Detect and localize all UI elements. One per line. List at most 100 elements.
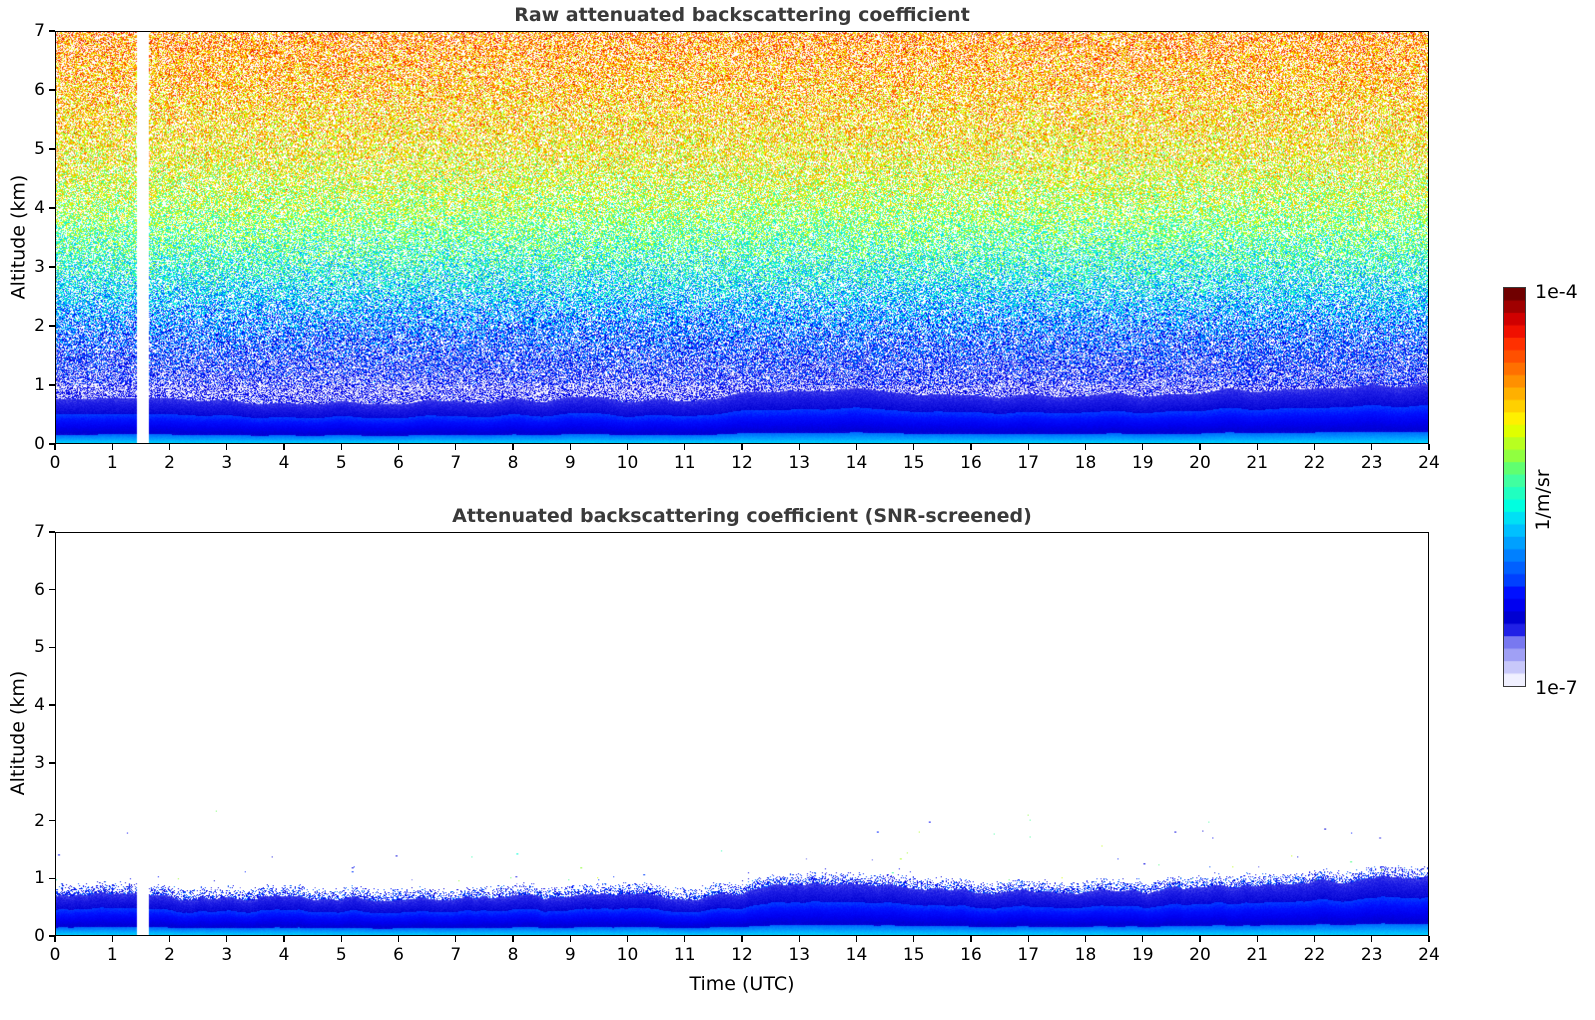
x-tick-label: 1 (106, 945, 118, 965)
x-tick-label: 8 (507, 945, 519, 965)
x-tick (54, 936, 56, 942)
y-tick-label: 5 (34, 637, 45, 658)
colorbar (1503, 287, 1526, 687)
x-tick-label: 15 (902, 453, 925, 473)
y-tick (49, 589, 55, 591)
x-tick (283, 444, 285, 450)
colorbar-unit-label: 1/m/sr (1532, 469, 1554, 531)
x-tick-label: 18 (1074, 945, 1097, 965)
y-tick-label: 3 (34, 257, 45, 277)
x-tick (397, 936, 400, 942)
y-tick (49, 148, 55, 150)
x-tick (1256, 936, 1258, 942)
x-tick-label: 5 (335, 453, 347, 473)
x-tick-label: 9 (564, 453, 576, 473)
heatmap-image-screened (56, 533, 1428, 935)
y-tick (49, 935, 55, 937)
y-tick-label: 1 (34, 868, 45, 889)
x-tick-label: 5 (335, 945, 347, 965)
x-tick (1142, 444, 1144, 450)
x-tick (455, 936, 457, 942)
x-tick-label: 9 (564, 945, 576, 965)
x-tick-label: 13 (788, 945, 811, 965)
y-tick (49, 646, 55, 649)
y-tick (49, 531, 55, 533)
colorbar-min-label: 1e-7 (1535, 677, 1578, 699)
x-tick (1142, 936, 1144, 942)
x-tick (111, 936, 113, 942)
y-tick-label: 4 (34, 198, 45, 218)
y-tick-label: 2 (34, 316, 45, 336)
x-tick (54, 444, 56, 450)
y-tick (49, 89, 55, 91)
x-tick (1027, 936, 1029, 942)
y-tick-label: 0 (34, 434, 45, 454)
x-tick (283, 936, 285, 942)
panel-title-raw: Raw attenuated backscattering coefficien… (514, 4, 970, 26)
y-tick-label: 3 (34, 752, 45, 773)
x-tick (855, 444, 858, 450)
x-tick (512, 936, 514, 942)
x-tick-label: 4 (278, 453, 290, 473)
x-tick (226, 936, 228, 942)
x-tick (913, 936, 915, 942)
x-tick (455, 444, 457, 450)
y-tick (49, 30, 55, 32)
x-tick-label: 2 (164, 453, 175, 473)
x-tick (111, 444, 113, 450)
x-tick-label: 22 (1303, 453, 1326, 473)
x-tick-label: 4 (278, 945, 290, 965)
x-tick-label: 15 (902, 945, 925, 965)
x-tick-label: 21 (1246, 453, 1269, 473)
colorbar-gradient (1503, 287, 1526, 687)
x-tick-label: 0 (49, 945, 61, 965)
x-tick (340, 444, 342, 450)
heatmap-panel-raw (55, 31, 1429, 444)
y-tick-label: 7 (34, 522, 45, 542)
x-tick-label: 0 (49, 453, 61, 473)
x-tick-label: 11 (673, 453, 696, 473)
x-tick-label: 7 (450, 453, 462, 473)
x-tick-label: 1 (106, 453, 118, 473)
x-tick (569, 444, 571, 450)
y-tick (49, 266, 55, 268)
x-tick (1084, 936, 1087, 942)
x-tick-label: 2 (164, 945, 175, 965)
x-tick (741, 936, 743, 942)
y-axis-label-raw: Altitude (km) (7, 174, 29, 299)
x-tick-label: 7 (450, 945, 462, 965)
x-tick (798, 444, 800, 450)
x-tick (913, 444, 915, 450)
x-tick (1313, 444, 1316, 450)
x-tick-label: 12 (731, 945, 753, 965)
x-tick-label: 6 (393, 453, 404, 473)
x-tick-label: 19 (1131, 945, 1154, 965)
y-tick (49, 877, 55, 879)
x-tick-label: 14 (845, 453, 868, 473)
y-tick (49, 819, 55, 822)
x-axis-label-time: Time (UTC) (689, 973, 795, 995)
y-tick (49, 762, 55, 764)
colorbar-max-label: 1e-4 (1535, 281, 1578, 303)
x-tick-label: 23 (1360, 945, 1383, 965)
x-tick-label: 10 (616, 453, 639, 473)
heatmap-image-raw (56, 32, 1428, 443)
x-tick-label: 23 (1360, 453, 1383, 473)
x-tick-label: 8 (507, 453, 519, 473)
x-tick (684, 936, 686, 942)
x-tick-label: 10 (616, 945, 639, 965)
x-tick-label: 14 (845, 945, 868, 965)
x-tick (798, 936, 800, 942)
x-tick (684, 444, 686, 450)
x-tick (626, 444, 629, 450)
y-tick-label: 5 (34, 139, 45, 159)
x-tick (1084, 444, 1087, 450)
x-tick-label: 6 (393, 945, 404, 965)
x-tick (569, 936, 571, 942)
x-tick-label: 17 (1017, 945, 1040, 965)
x-tick (741, 444, 743, 450)
x-tick (1428, 936, 1430, 942)
x-tick (1428, 444, 1430, 450)
x-tick (1371, 936, 1373, 942)
